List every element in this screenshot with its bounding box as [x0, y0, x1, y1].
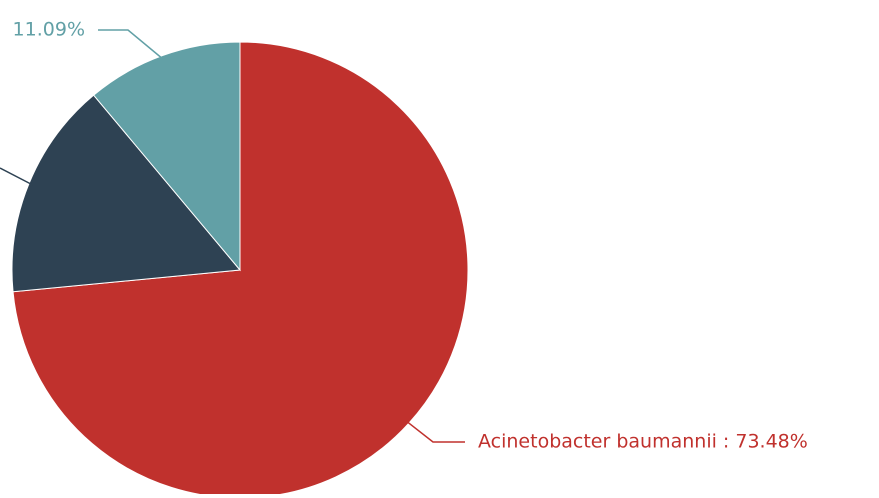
slices-layer: [11, 41, 469, 498]
leader-line-0: [405, 420, 465, 443]
pie-slice-2[interactable]: [92, 41, 241, 272]
leader-lines-layer: [0, 29, 465, 443]
leader-line-2: [98, 29, 164, 61]
slice-label-2: 11.09%: [13, 19, 85, 41]
leader-line-1: [0, 167, 34, 186]
labels-layer: Acinetobacter baumannii : 73.48% 11.09%: [13, 19, 808, 453]
slice-label-0: Acinetobacter baumannii : 73.48%: [478, 431, 808, 453]
